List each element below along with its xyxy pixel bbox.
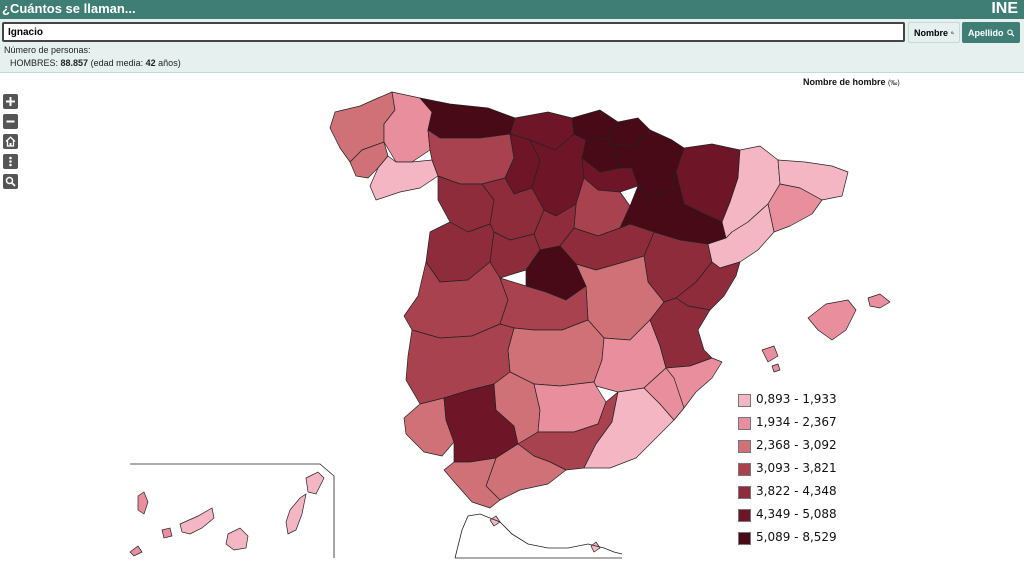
count-summary: HOMBRES: 88.857 (edad media: 42 años): [10, 58, 181, 68]
legend-swatch: [738, 532, 751, 545]
region-leon[interactable]: [427, 129, 515, 185]
count-label: Número de personas:: [4, 45, 91, 55]
legend-item[interactable]: 1,934 - 2,367: [738, 414, 888, 437]
map-title-text: Nombre de hombre: [803, 77, 886, 87]
legend-label: 0,893 - 1,933: [756, 392, 837, 406]
legend-item[interactable]: 3,093 - 3,821: [738, 460, 888, 483]
region-jaen[interactable]: [533, 381, 607, 433]
legend-swatch: [738, 486, 751, 499]
region-menorca[interactable]: [867, 293, 891, 309]
region-fuerteventura[interactable]: [285, 493, 307, 535]
legend-swatch: [738, 509, 751, 522]
region-asturias[interactable]: [419, 97, 516, 139]
search-by-name-button[interactable]: Nombre: [908, 22, 960, 43]
search-icon: [951, 31, 954, 34]
average-age: 42: [145, 58, 156, 68]
legend-item[interactable]: 5,089 - 8,529: [738, 529, 888, 552]
canary-islands-inset-border: [130, 463, 335, 558]
vertical-dots-icon: [9, 156, 12, 167]
header-bar: ¿Cuántos se llaman... INE: [0, 0, 1024, 19]
age-prefix: (edad media:: [90, 58, 144, 68]
legend-item[interactable]: 0,893 - 1,933: [738, 391, 888, 414]
region-tenerife[interactable]: [179, 507, 215, 535]
legend-label: 3,093 - 3,821: [756, 461, 837, 475]
region-la-gomera[interactable]: [161, 527, 173, 539]
legend-swatch: [738, 394, 751, 407]
gender-label: HOMBRES:: [10, 58, 59, 68]
region-murcia[interactable]: [643, 367, 685, 421]
home-icon: [5, 136, 16, 147]
name-search-input[interactable]: [2, 22, 905, 42]
zoom-out-button[interactable]: [3, 114, 18, 129]
zoom-in-button[interactable]: [3, 94, 18, 109]
region-mallorca[interactable]: [807, 299, 857, 341]
minus-icon: [6, 120, 15, 123]
region-tarragona[interactable]: [707, 203, 775, 269]
ine-logo[interactable]: INE: [991, 0, 1018, 17]
region-ciudad-real[interactable]: [507, 319, 605, 387]
search-icon: [5, 176, 16, 187]
region-melilla[interactable]: [590, 541, 601, 553]
legend-swatch: [738, 463, 751, 476]
search-by-surname-button[interactable]: Apellido: [962, 22, 1020, 43]
search-by-surname-label: Apellido: [968, 27, 1004, 38]
region-gran-canaria[interactable]: [225, 527, 249, 551]
home-button[interactable]: [3, 134, 18, 149]
search-by-name-label: Nombre: [914, 27, 949, 38]
search-icon: [1006, 28, 1014, 37]
legend-label: 5,089 - 8,529: [756, 530, 837, 544]
region-valencia[interactable]: [649, 297, 713, 369]
legend-swatch: [738, 440, 751, 453]
region-formentera[interactable]: [771, 363, 781, 373]
africa-coastline: [454, 513, 623, 559]
region-ibiza[interactable]: [761, 345, 779, 363]
region-lanzarote[interactable]: [305, 471, 325, 495]
region-el-hierro[interactable]: [129, 545, 143, 557]
legend-label: 4,349 - 5,088: [756, 507, 837, 521]
legend-swatch: [738, 417, 751, 430]
legend-label: 1,934 - 2,367: [756, 415, 837, 429]
legend-label: 2,368 - 3,092: [756, 438, 837, 452]
plus-icon: [6, 97, 15, 106]
map-title-unit: (‰): [888, 80, 900, 87]
legend-item[interactable]: 2,368 - 3,092: [738, 437, 888, 460]
legend-item[interactable]: 3,822 - 4,348: [738, 483, 888, 506]
person-count: 88.857: [60, 58, 89, 68]
map-title: Nombre de hombre (‰): [803, 77, 900, 87]
map-legend: 0,893 - 1,933 1,934 - 2,367 2,368 - 3,092 3…: [738, 391, 888, 552]
map-search-button[interactable]: [3, 174, 18, 189]
region-cadiz[interactable]: [443, 457, 501, 509]
app-title: ¿Cuántos se llaman...: [2, 1, 136, 16]
more-options-button[interactable]: [3, 154, 18, 169]
search-panel: Nombre Apellido Número de personas: HOMB…: [0, 19, 1024, 73]
age-suffix: años): [158, 58, 181, 68]
legend-item[interactable]: 4,349 - 5,088: [738, 506, 888, 529]
legend-label: 3,822 - 4,348: [756, 484, 837, 498]
region-la-palma[interactable]: [137, 491, 149, 515]
